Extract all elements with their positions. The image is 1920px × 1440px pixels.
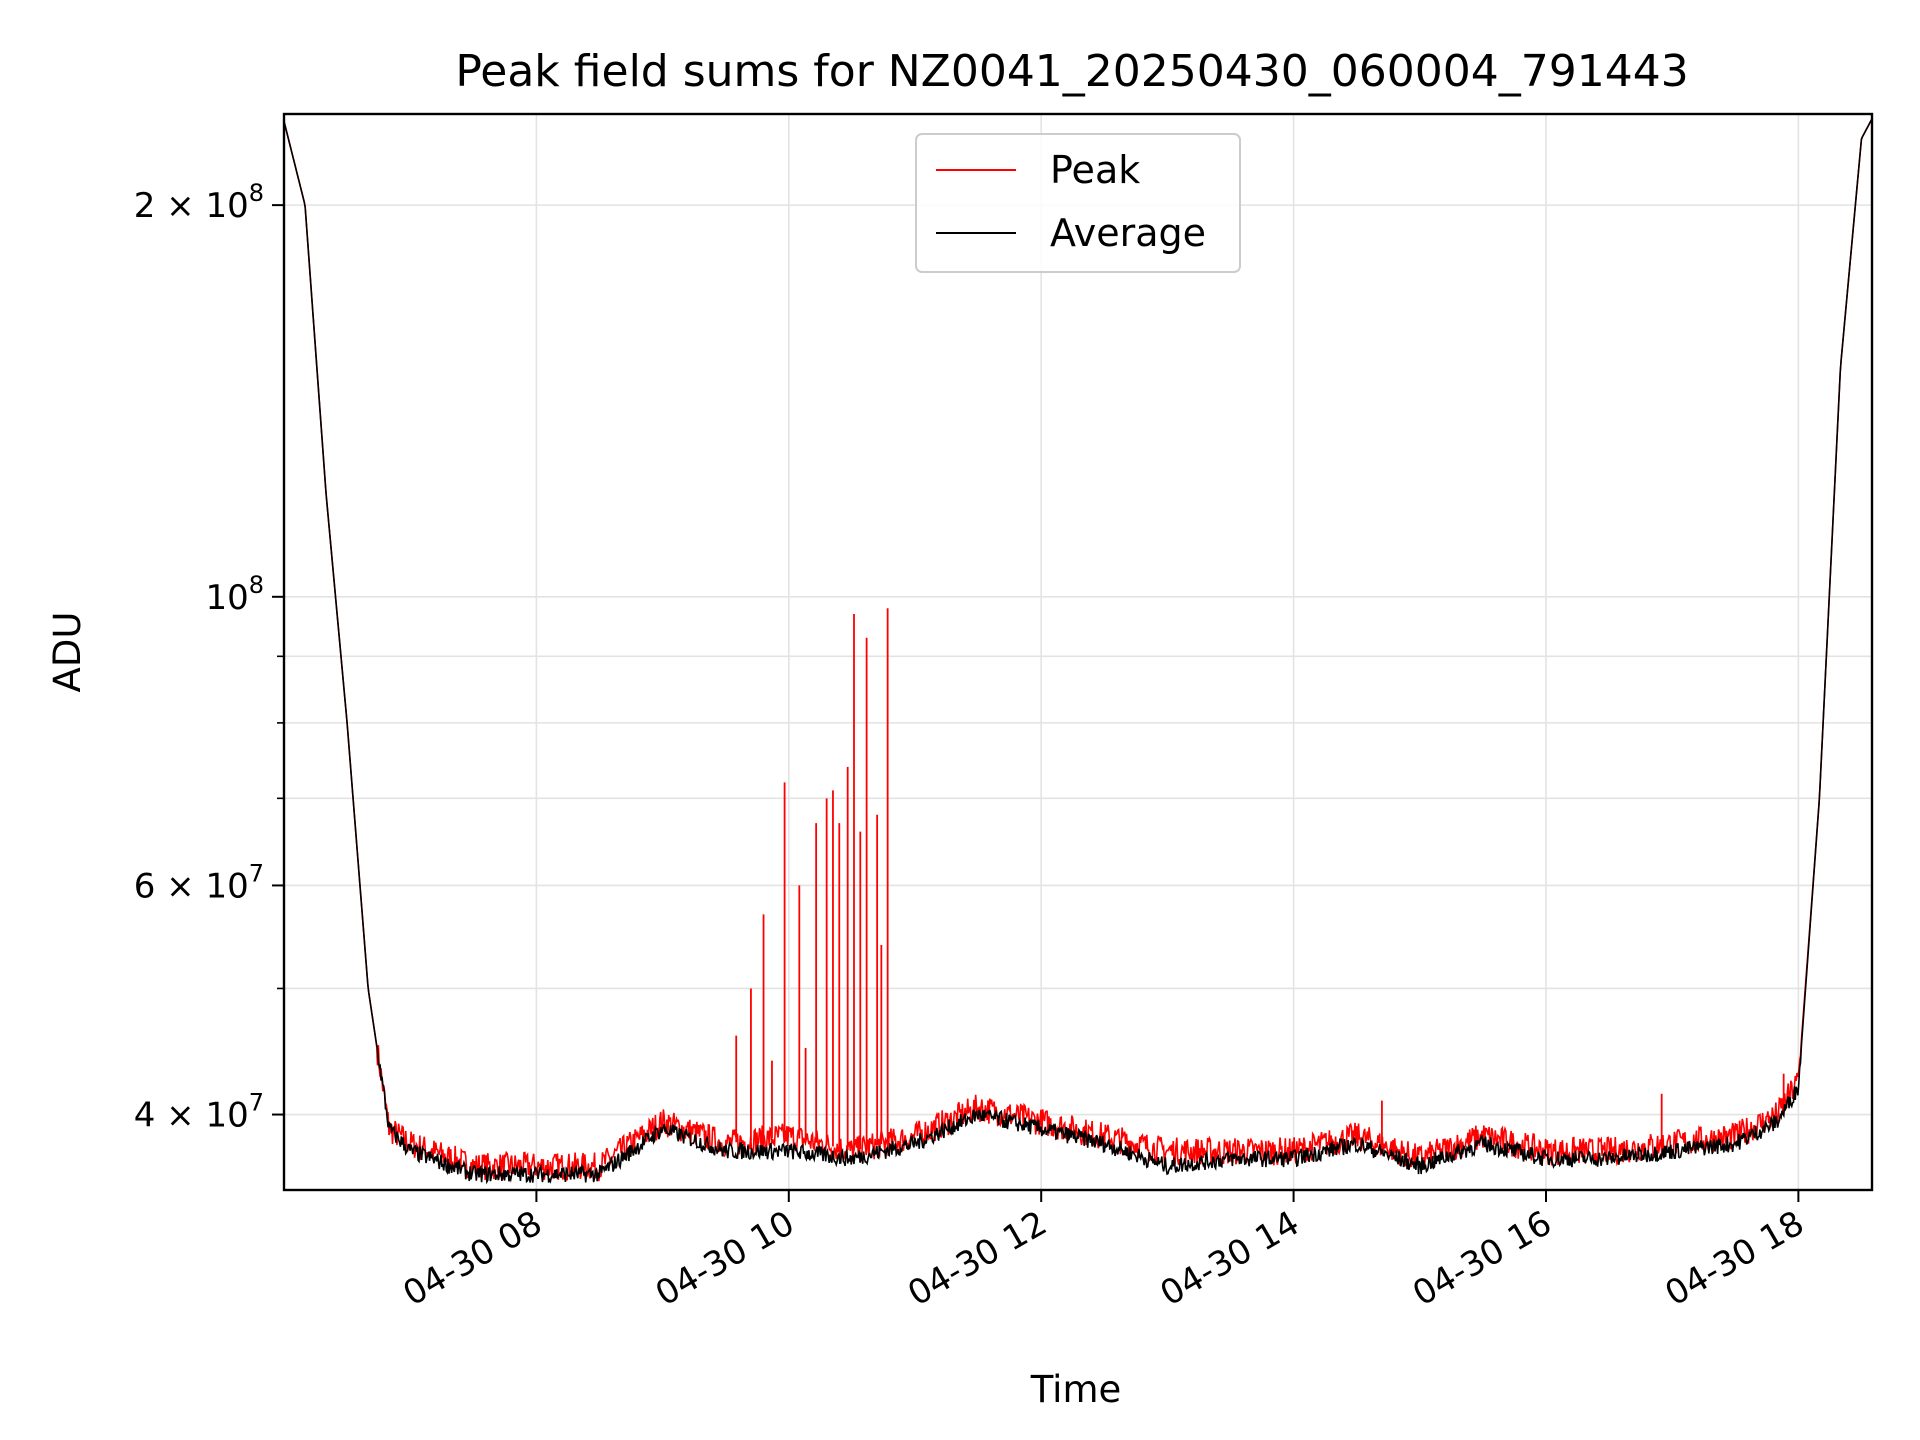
y-tick-base: 6 × 10 [134, 866, 249, 906]
series-line-average [284, 118, 1872, 1185]
legend-peak-label: Peak [1050, 148, 1140, 192]
y-tick-label: 2 × 108 [134, 179, 264, 226]
y-tick-base: 10 [205, 578, 248, 618]
y-tick-base: 4 × 10 [134, 1096, 249, 1136]
y-tick-exponent: 8 [249, 571, 264, 599]
y-tick-exponent: 7 [249, 1089, 264, 1117]
y-tick-label: 6 × 107 [134, 859, 264, 906]
legend: Peak Average [915, 133, 1241, 273]
chart-title: Peak field sums for NZ0041_20250430_0600… [455, 46, 1688, 97]
y-tick-exponent: 8 [249, 179, 264, 207]
legend-box [915, 133, 1241, 273]
y-tick-label: 108 [205, 571, 264, 618]
y-tick-label: 4 × 107 [134, 1089, 264, 1136]
legend-average-label: Average [1050, 211, 1206, 255]
plot-frame [282, 112, 1874, 1192]
x-axis-label: Time [1030, 1368, 1122, 1411]
y-axis-label: ADU [46, 612, 89, 693]
y-tick-base: 2 × 10 [134, 186, 249, 226]
y-tick-exponent: 7 [249, 859, 264, 887]
series-layer [284, 118, 1872, 1185]
